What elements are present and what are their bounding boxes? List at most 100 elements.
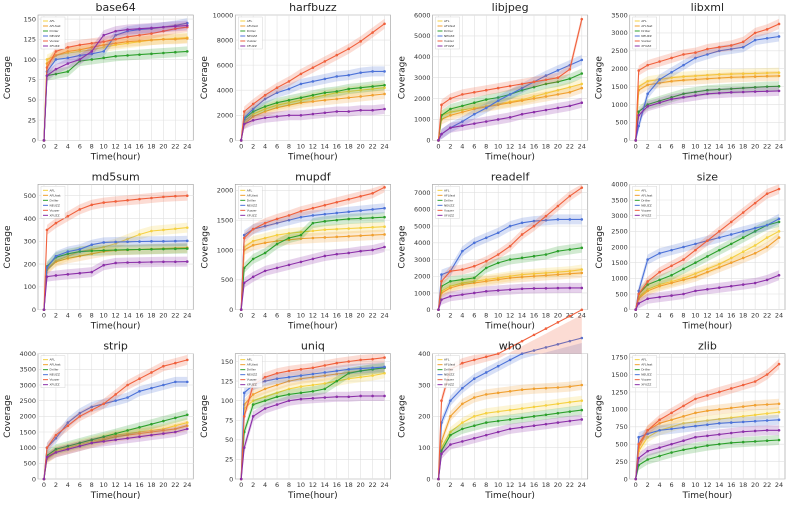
- point-Vuzzer: [90, 203, 94, 207]
- subplot-title: readelf: [491, 170, 531, 183]
- point-AFLfast: [765, 403, 769, 406]
- legend-label: Driller: [50, 29, 60, 33]
- point-NEUZZ: [472, 377, 476, 381]
- line-AFL: [437, 269, 582, 310]
- point-XFUZZ: [287, 399, 291, 402]
- x-tick-label: 12: [111, 142, 119, 150]
- point-Driller: [682, 267, 685, 271]
- point-XFUZZ: [568, 286, 572, 290]
- point-Driller: [90, 249, 94, 253]
- point-AFL: [150, 229, 153, 233]
- point-Vuzzer: [646, 428, 649, 432]
- legend-label: AFLfast: [444, 24, 456, 28]
- point-Vuzzer: [440, 279, 443, 283]
- x-tick-label: 10: [691, 312, 699, 320]
- point-Vuzzer: [150, 196, 153, 200]
- point-Driller: [520, 416, 524, 420]
- point-NEUZZ: [484, 106, 488, 110]
- point-XFUZZ: [694, 94, 697, 97]
- x-axis-label: Time(hour): [484, 322, 535, 332]
- point-NEUZZ: [508, 93, 512, 96]
- y-tick-label: 400: [24, 215, 36, 223]
- point-Vuzzer: [658, 418, 661, 422]
- point-Vuzzer: [347, 360, 351, 363]
- x-tick-label: 14: [321, 142, 329, 150]
- legend-label: XFUZZ: [50, 383, 60, 387]
- line-AFL: [437, 83, 582, 141]
- point-Vuzzer: [682, 258, 685, 261]
- point-Vuzzer: [323, 203, 327, 207]
- point-AFL: [670, 76, 673, 79]
- band-AFL: [635, 67, 779, 141]
- point-Driller: [449, 279, 452, 283]
- x-axis-label: Time(hour): [287, 491, 338, 501]
- x-tick-label: 14: [321, 312, 329, 320]
- point-Vuzzer: [670, 411, 673, 415]
- point-XFUZZ: [437, 477, 440, 481]
- point-XFUZZ: [532, 287, 536, 290]
- band-AFLfast: [44, 242, 188, 310]
- point-AFLfast: [658, 284, 661, 288]
- point-XFUZZ: [508, 288, 512, 291]
- point-AFL: [287, 387, 291, 391]
- legend-label: Vuzzer: [641, 378, 652, 382]
- point-AFL: [102, 46, 105, 49]
- point-Driller: [556, 249, 560, 253]
- point-AFLfast: [694, 411, 697, 415]
- line-AFLfast: [240, 233, 385, 310]
- y-axis-label: Coverage: [398, 225, 408, 269]
- point-XFUZZ: [496, 118, 500, 121]
- point-Vuzzer: [90, 408, 94, 412]
- x-tick-label: 16: [333, 312, 341, 320]
- x-tick-label: 0: [634, 142, 638, 150]
- point-Vuzzer: [556, 76, 560, 79]
- point-AFLfast: [544, 386, 548, 390]
- point-AFL: [311, 229, 315, 233]
- point-AFLfast: [556, 93, 560, 96]
- point-Driller: [251, 257, 255, 261]
- point-Driller: [263, 251, 267, 255]
- point-Vuzzer: [580, 186, 584, 189]
- line-Vuzzer: [635, 363, 780, 480]
- point-NEUZZ: [78, 247, 82, 251]
- point-NEUZZ: [658, 78, 661, 81]
- point-Vuzzer: [66, 424, 70, 428]
- subplot-libxml: 0 2 4 6 8 10 12 14 16 18 20 22 240500100015002000250…: [595, 1, 786, 162]
- point-NEUZZ: [102, 50, 105, 53]
- point-Driller: [323, 220, 327, 223]
- x-tick-label: 6: [78, 481, 82, 489]
- point-Vuzzer: [383, 22, 386, 26]
- x-tick-label: 14: [715, 312, 723, 320]
- point-Vuzzer: [275, 371, 279, 375]
- point-XFUZZ: [729, 431, 733, 435]
- point-NEUZZ: [729, 233, 733, 236]
- point-Vuzzer: [729, 220, 733, 224]
- point-Driller: [729, 87, 733, 91]
- x-tick-label: 6: [275, 312, 279, 320]
- point-Vuzzer: [484, 355, 488, 359]
- x-tick-label: 6: [78, 312, 82, 320]
- point-Vuzzer: [568, 68, 572, 71]
- x-tick-label: 6: [669, 142, 673, 150]
- legend-label: NEUZZ: [444, 203, 454, 207]
- point-XFUZZ: [323, 111, 327, 115]
- point-XFUZZ: [347, 395, 351, 399]
- point-Vuzzer: [694, 51, 697, 54]
- point-NEUZZ: [520, 221, 524, 225]
- y-axis-label: Coverage: [3, 56, 13, 100]
- line-AFL: [240, 226, 385, 310]
- point-AFLfast: [658, 421, 661, 425]
- point-XFUZZ: [371, 394, 374, 398]
- point-XFUZZ: [741, 283, 745, 286]
- band-AFL: [44, 222, 188, 310]
- y-tick-label: 4000: [414, 53, 431, 61]
- point-AFL: [335, 227, 339, 231]
- point-Vuzzer: [299, 368, 303, 371]
- x-tick-label: 20: [357, 481, 365, 489]
- point-XFUZZ: [568, 104, 572, 108]
- point-AFL: [263, 107, 267, 111]
- legend-label: NEUZZ: [50, 373, 60, 377]
- point-AFLfast: [263, 110, 267, 113]
- point-NEUZZ: [242, 233, 246, 237]
- point-XFUZZ: [347, 110, 351, 113]
